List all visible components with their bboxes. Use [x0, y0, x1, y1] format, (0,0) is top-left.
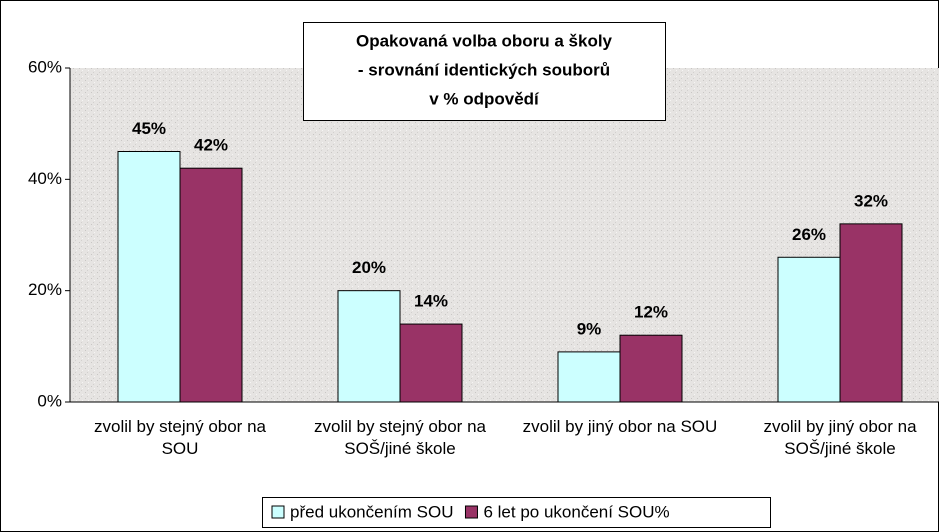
- x-tick-label: zvolil by stejný obor na SOU: [94, 417, 266, 458]
- legend-box: [262, 497, 771, 528]
- legend-label: před ukončením SOU: [290, 502, 453, 521]
- chart-title: - srovnání identických souborů: [358, 60, 610, 79]
- y-tick-label: 20%: [28, 280, 62, 299]
- bar: [179, 167, 243, 403]
- value-label: 42%: [194, 136, 228, 155]
- chart-title: Opakovaná volba oboru a školy: [356, 31, 613, 50]
- legend-label: 6 let po ukončení SOU%: [483, 502, 669, 521]
- bar: [337, 290, 401, 403]
- bar: [557, 351, 621, 403]
- value-label: 20%: [352, 258, 386, 277]
- y-tick-label: 40%: [28, 169, 62, 188]
- x-tick-label: zvolil by jiný obor na SOU: [522, 417, 718, 436]
- y-tick-label: 0%: [37, 391, 62, 410]
- bar: [777, 256, 841, 403]
- x-tick-label: zvolil by stejný obor na SOŠ/jiné škole: [314, 417, 486, 458]
- legend-swatch: [464, 505, 478, 519]
- bar: [839, 223, 903, 403]
- bar: [399, 323, 463, 403]
- bar: [619, 334, 683, 403]
- bar: [117, 151, 181, 403]
- value-label: 32%: [854, 191, 888, 210]
- value-label: 14%: [414, 292, 448, 311]
- value-label: 26%: [792, 225, 826, 244]
- value-label: 12%: [634, 303, 668, 322]
- value-label: 9%: [577, 319, 602, 338]
- chart-title: v % odpovědí: [429, 89, 540, 108]
- legend-swatch: [271, 505, 285, 519]
- value-label: 45%: [132, 119, 166, 138]
- title-box: [303, 22, 666, 121]
- x-tick-label: zvolil by jiný obor na SOŠ/jiné škole: [763, 417, 917, 458]
- y-tick-label: 60%: [28, 57, 62, 76]
